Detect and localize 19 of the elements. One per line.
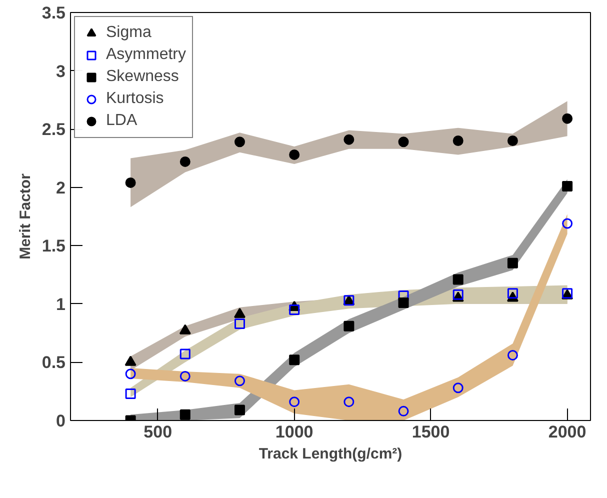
legend-label: Kurtosis [106, 90, 164, 108]
y-tick-label: 0 [56, 412, 66, 430]
y-tick-label: 2 [56, 178, 66, 198]
legend-label: Skewness [106, 68, 179, 86]
legend-label: Asymmetry [106, 46, 186, 64]
x-tick-label: 1500 [412, 422, 450, 442]
y-tick-label: 3 [56, 62, 66, 81]
y-axis-title: Merit Factor [16, 173, 34, 260]
x-axis-title: Track Length(g/cm²) [258, 446, 402, 462]
legend-label: Sigma [106, 24, 152, 42]
legend-label: LDA [106, 112, 138, 130]
y-tick-label: 1 [56, 294, 66, 314]
y-tick-label: 0.5 [42, 353, 66, 372]
x-tick-label: 500 [144, 422, 172, 442]
x-tick-label: 1000 [275, 422, 314, 442]
y-tick-label: 1.5 [42, 236, 66, 256]
y-tick-label: 3.5 [42, 4, 66, 22]
y-tick-label: 2.5 [42, 120, 66, 140]
x-tick-label: 2000 [548, 422, 586, 442]
